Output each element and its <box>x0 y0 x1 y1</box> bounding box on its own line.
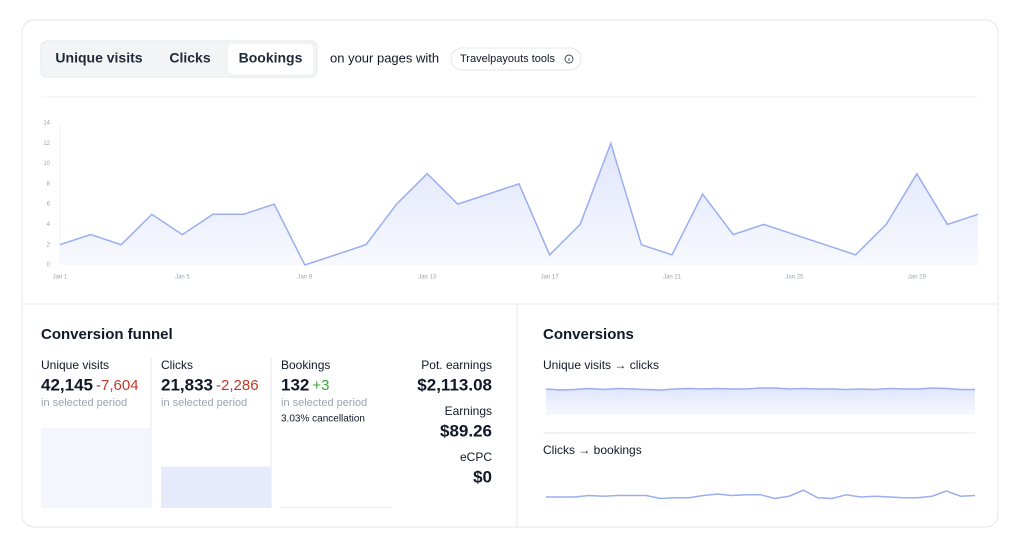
y-tick-label: 12 <box>43 141 50 147</box>
stage-note: in selected period <box>161 397 247 409</box>
x-tick-label: Jan 13 <box>418 275 437 281</box>
y-tick-label: 10 <box>43 161 50 167</box>
spark-title: Unique visits → clicks <box>543 358 659 372</box>
x-tick-label: Jan 21 <box>663 275 682 281</box>
section-title: Conversion funnel <box>41 326 173 343</box>
earning-label: Earnings <box>445 404 492 418</box>
funnel-bar <box>41 428 151 508</box>
tab[interactable]: Bookings <box>239 50 303 66</box>
earning-value: $2,113.08 <box>417 375 492 394</box>
x-tick-label: Jan 9 <box>297 275 312 281</box>
x-tick-label: Jan 25 <box>785 275 804 281</box>
earning-label: eCPC <box>460 450 492 464</box>
stage-note: in selected period <box>41 397 127 409</box>
stage-label: Unique visits <box>41 358 109 372</box>
x-tick-label: Jan 29 <box>908 275 927 281</box>
y-tick-label: 14 <box>43 121 50 127</box>
stage-label: Bookings <box>281 358 330 372</box>
cancellation: 3.03% cancellation <box>281 414 365 425</box>
area-fill <box>546 388 975 415</box>
stage-change: -2,286 <box>216 377 259 394</box>
stage-value: 132 <box>281 375 309 394</box>
x-tick-label: Jan 1 <box>53 275 68 281</box>
stage-note: in selected period <box>281 397 367 409</box>
earning-value: $89.26 <box>440 421 492 440</box>
stage-value: 21,833 <box>161 375 213 394</box>
tab[interactable]: Clicks <box>169 50 210 66</box>
tab[interactable]: Unique visits <box>55 50 142 66</box>
x-tick-label: Jan 5 <box>175 275 190 281</box>
earning-label: Pot. earnings <box>421 358 492 372</box>
section-title: Conversions <box>543 326 634 343</box>
funnel-bar <box>161 467 271 508</box>
x-tick-label: Jan 17 <box>541 275 560 281</box>
stage-change: +3 <box>312 377 329 394</box>
tools-pill-text[interactable]: Travelpayouts tools <box>460 53 555 65</box>
card <box>22 20 998 527</box>
stage-value: 42,145 <box>41 375 93 394</box>
spark-title: Clicks → bookings <box>543 443 642 457</box>
earning-value: $0 <box>473 467 492 486</box>
stage-change: -7,604 <box>96 377 139 394</box>
filter-text: on your pages with <box>330 50 439 65</box>
stage-label: Clicks <box>161 358 193 372</box>
